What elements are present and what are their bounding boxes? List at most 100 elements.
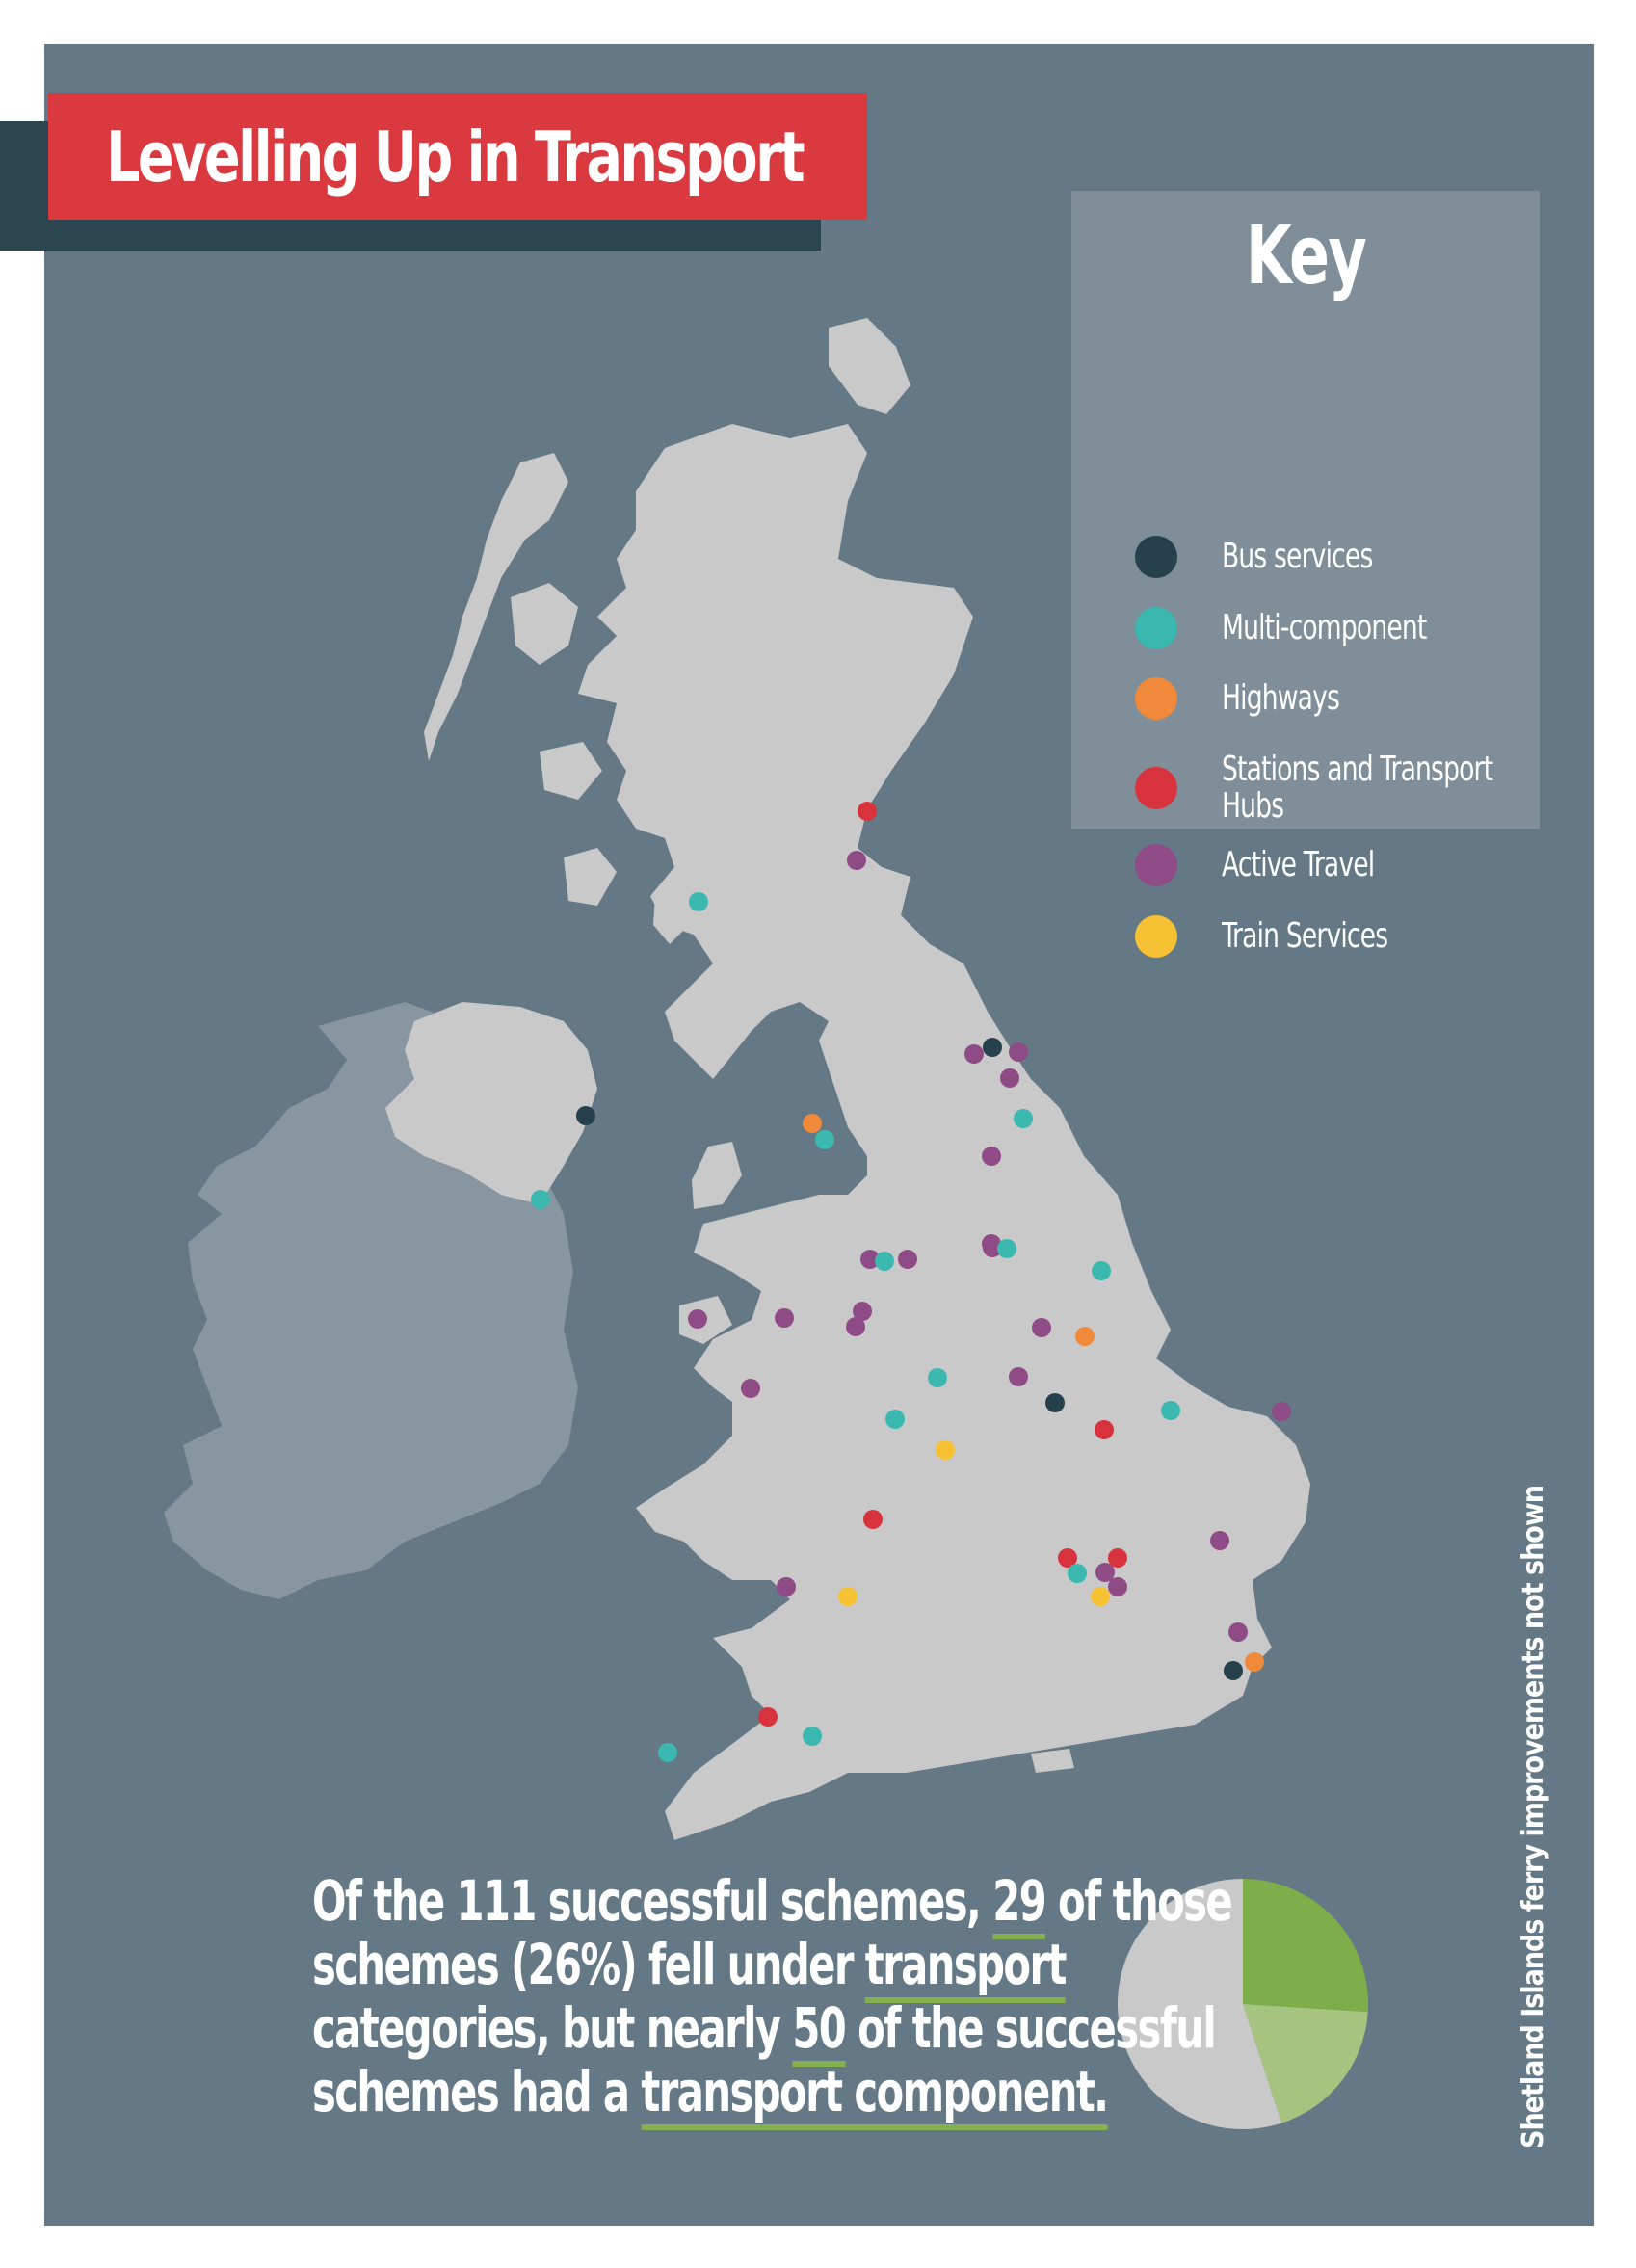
- scheme-dot-active-travel: [860, 1250, 880, 1269]
- scheme-dot-stations-and-transport-hubs: [1108, 1548, 1127, 1568]
- highlight-29: 29: [992, 1868, 1047, 1939]
- scheme-dot-multi-component: [928, 1368, 947, 1387]
- scheme-dot-multi-component: [1014, 1109, 1033, 1128]
- scheme-dot-active-travel: [1095, 1563, 1115, 1582]
- arran-island: [653, 891, 689, 944]
- scheme-dot-stations-and-transport-hubs: [758, 1707, 778, 1727]
- highlight-transport-component: transport component.: [641, 2059, 1109, 2130]
- summary-line-4: schemes had a transport component.: [312, 2059, 1109, 2130]
- scheme-dot-train-services: [838, 1587, 858, 1606]
- scheme-dot-stations-and-transport-hubs: [858, 802, 877, 821]
- scheme-dot-bus-services: [1224, 1661, 1243, 1680]
- pie-slice-2: [1243, 2004, 1368, 2123]
- scheme-dot-active-travel: [1032, 1318, 1051, 1337]
- key-item-highways: Highways: [1135, 670, 1530, 727]
- scheme-dot-multi-component: [531, 1190, 550, 1209]
- key-item-multi-component: Multi-component: [1135, 599, 1530, 657]
- page-title: Levelling Up in Transport: [106, 116, 805, 198]
- scheme-dot-highways: [803, 1114, 822, 1133]
- scheme-dot-stations-and-transport-hubs: [1058, 1548, 1077, 1568]
- scheme-dot-train-services: [936, 1440, 955, 1460]
- scheme-dot-multi-component: [658, 1743, 677, 1762]
- scheme-dot-active-travel: [964, 1044, 984, 1064]
- islay-island: [564, 848, 617, 906]
- scheme-dot-active-travel: [1009, 1042, 1028, 1062]
- mull-island: [540, 742, 602, 800]
- scheme-dot-multi-component: [803, 1727, 822, 1746]
- summary-text-part: of those: [1058, 1868, 1233, 1934]
- key-item-stations: Stations and Transport Hubs: [1135, 750, 1530, 827]
- key-item-active-travel: Active Travel: [1135, 836, 1530, 894]
- orkney-islands: [829, 318, 910, 414]
- summary-text-part: Of the 111 successful schemes,: [312, 1868, 982, 1934]
- scheme-dots: [531, 802, 1291, 1762]
- scheme-dot-active-travel: [1210, 1531, 1229, 1550]
- summary-line-3: categories, but nearly 50 of the success…: [312, 1995, 1217, 2067]
- key-item-train-services: Train Services: [1135, 908, 1530, 965]
- scheme-dot-multi-component: [875, 1252, 894, 1271]
- scheme-dot-multi-component: [1068, 1564, 1087, 1583]
- scheme-dot-active-travel: [775, 1308, 794, 1328]
- hebrides-island: [424, 453, 568, 761]
- isle-of-wight: [1031, 1749, 1074, 1773]
- scheme-dot-stations-and-transport-hubs: [863, 1510, 883, 1529]
- scheme-dot-stations-and-transport-hubs: [1095, 1420, 1114, 1439]
- summary-text-part: of the successful: [858, 1995, 1217, 2061]
- scheme-dot-multi-component: [815, 1130, 834, 1149]
- key-dot-stations: [1135, 767, 1177, 809]
- skye-island: [511, 583, 578, 665]
- isle-of-man: [692, 1142, 742, 1209]
- scheme-dot-active-travel: [1228, 1622, 1248, 1642]
- summary-line-2: schemes (26%) fell under transport: [312, 1932, 1067, 2003]
- summary-text-part: schemes (26%) fell under: [312, 1932, 854, 1997]
- scheme-dot-active-travel: [1009, 1367, 1028, 1386]
- key-dot-active-travel: [1135, 844, 1177, 886]
- scheme-dot-active-travel: [688, 1309, 707, 1329]
- transport-pie-chart: [1118, 1879, 1368, 2130]
- scheme-dot-highways: [1075, 1327, 1095, 1346]
- scheme-dot-active-travel: [983, 1238, 1002, 1257]
- northern-ireland-landmass: [385, 1002, 597, 1204]
- pie-slice-1: [1243, 1879, 1368, 2013]
- scheme-dot-active-travel: [1000, 1068, 1019, 1088]
- key-label-highways: Highways: [1222, 678, 1340, 718]
- highlight-50: 50: [792, 1995, 847, 2067]
- pie-slice-3: [1118, 1879, 1282, 2130]
- scheme-dot-active-travel: [1272, 1402, 1291, 1421]
- scheme-dot-active-travel: [777, 1577, 796, 1596]
- scheme-dot-active-travel: [853, 1302, 872, 1321]
- scheme-dot-bus-services: [1045, 1393, 1065, 1412]
- summary-text: Of the 111 successful schemes, 29 of tho…: [135, 1868, 1233, 2130]
- scheme-dot-bus-services: [576, 1106, 595, 1125]
- summary-text-part: schemes had a: [312, 2059, 630, 2124]
- key-title: Key: [1245, 208, 1367, 303]
- key-label-multi-component: Multi-component: [1222, 608, 1427, 647]
- key-dot-bus-services: [1135, 536, 1177, 578]
- shetland-note: Shetland Islands ferry improvements not …: [1517, 1486, 1550, 2149]
- key-dot-highways: [1135, 677, 1177, 720]
- scheme-dot-multi-component: [1092, 1261, 1111, 1280]
- scheme-dot-highways: [1245, 1652, 1264, 1672]
- highlight-transport: transport: [864, 1932, 1067, 2003]
- key-label-active-travel: Active Travel: [1222, 845, 1375, 884]
- key-item-bus-services: Bus services: [1135, 528, 1530, 586]
- scheme-dot-multi-component: [1161, 1401, 1180, 1420]
- scheme-dot-active-travel: [846, 1317, 865, 1336]
- scheme-dot-active-travel: [741, 1379, 760, 1398]
- map-key: Key Bus services Multi-component Highway…: [1071, 191, 1540, 958]
- scheme-dot-active-travel: [847, 851, 866, 870]
- summary-text-part: categories, but nearly: [312, 1995, 781, 2061]
- key-label-train-services: Train Services: [1222, 916, 1388, 956]
- scheme-dot-active-travel: [982, 1147, 1001, 1166]
- scheme-dot-active-travel: [898, 1250, 917, 1269]
- scheme-dot-multi-component: [689, 892, 708, 911]
- key-label-bus-services: Bus services: [1222, 537, 1373, 576]
- title-banner: Levelling Up in Transport: [48, 93, 867, 220]
- key-dot-train-services: [1135, 915, 1177, 958]
- key-dot-multi-component: [1135, 607, 1177, 649]
- summary-line-1: Of the 111 successful schemes, 29 of tho…: [312, 1868, 1233, 1939]
- scheme-dot-active-travel: [1108, 1577, 1127, 1596]
- scheme-dot-bus-services: [983, 1038, 1002, 1057]
- scheme-dot-train-services: [1091, 1587, 1110, 1606]
